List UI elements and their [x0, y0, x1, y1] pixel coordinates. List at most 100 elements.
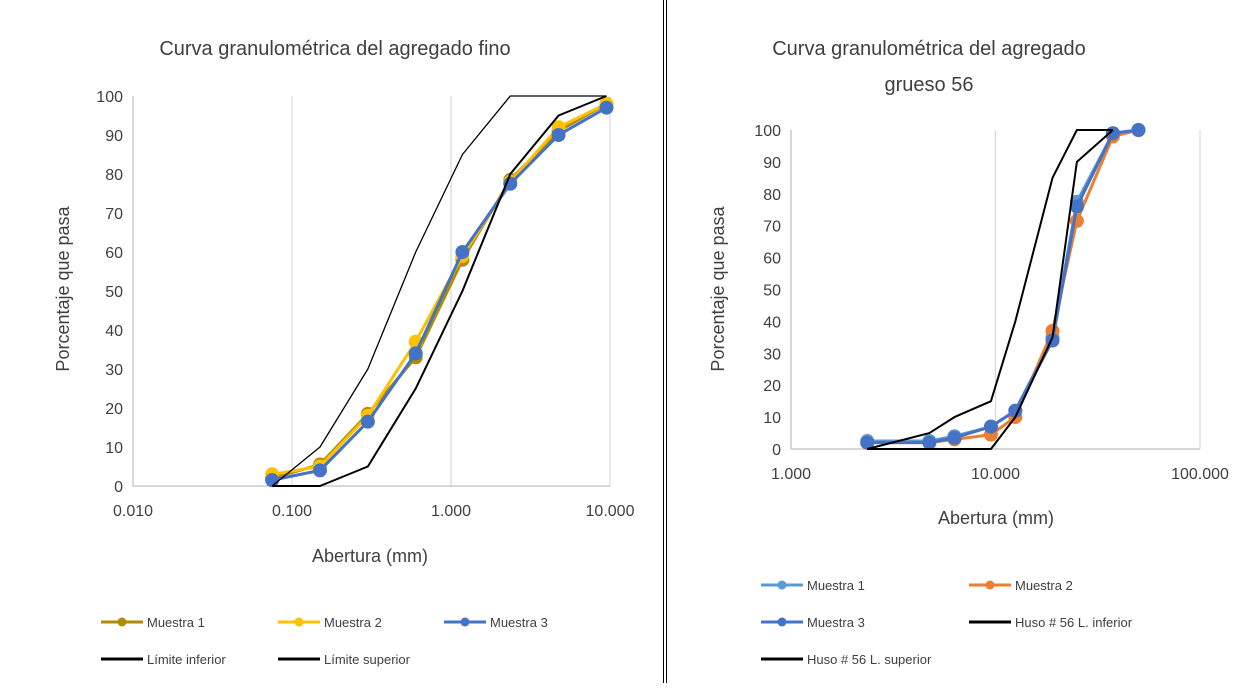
- y-tick-label: 100: [754, 123, 781, 140]
- legend-entry: Muestra 2: [278, 615, 382, 630]
- y-tick-label: 60: [763, 251, 781, 268]
- y-axis-label: Porcentaje que pasa: [53, 205, 73, 371]
- chart-title: Curva granulométrica del agregado fino: [159, 38, 510, 60]
- y-tick-label: 10: [105, 440, 123, 457]
- data-point: [265, 473, 280, 488]
- legend-marker: [777, 617, 787, 627]
- legend-marker: [777, 580, 787, 590]
- legend-marker: [117, 617, 127, 627]
- data-point: [408, 346, 423, 361]
- series-line: [271, 102, 608, 480]
- series-line: [867, 128, 1139, 445]
- x-tick-label: 10.000: [586, 503, 635, 520]
- data-point: [1131, 123, 1146, 137]
- data-point: [312, 463, 327, 478]
- x-tick-label: 100.000: [1171, 466, 1229, 483]
- legend-label: Muestra 1: [147, 615, 205, 630]
- legend-label: Límite inferior: [147, 652, 226, 667]
- series-line: [271, 102, 608, 476]
- series-muestra-1: [860, 123, 1146, 449]
- series-line: [271, 106, 608, 482]
- legend-entry: Huso # 56 L. superior: [761, 652, 932, 667]
- y-tick-label: 40: [105, 323, 123, 340]
- series-limite-inferior: [272, 95, 607, 487]
- legend-entry: Huso # 56 L. inferior: [969, 615, 1133, 630]
- y-tick-label: 80: [763, 187, 781, 204]
- y-tick-label: 100: [96, 89, 123, 106]
- legend-entry: Muestra 2: [969, 578, 1073, 593]
- x-tick-label: 10.000: [971, 466, 1020, 483]
- chart-title-line-1: Curva granulométrica del agregado: [772, 38, 1086, 60]
- y-tick-label: 90: [105, 128, 123, 145]
- x-tick-label: 0.010: [113, 503, 153, 520]
- chart-title-line-2: grueso 56: [885, 74, 974, 96]
- x-tick-label: 0.100: [272, 503, 312, 520]
- series-line: [867, 128, 1139, 443]
- series-muestra-3: [265, 100, 614, 488]
- data-point: [599, 100, 614, 115]
- data-point: [947, 430, 962, 445]
- legend-entry: Límite superior: [278, 652, 411, 667]
- y-tick-label: 20: [105, 401, 123, 418]
- series-line: [272, 95, 607, 487]
- series-muestra-3: [860, 123, 1146, 450]
- legend-entry: Límite inferior: [101, 652, 226, 667]
- y-tick-label: 0: [114, 479, 123, 496]
- left-chart-panel: Curva granulométrica del agregado fino 0…: [53, 38, 635, 667]
- series-limite-superior: [271, 95, 607, 487]
- series-muestra-1: [265, 96, 614, 486]
- y-tick-label: 80: [105, 167, 123, 184]
- right-chart-panel: Curva granulométrica del agregado grueso…: [667, 0, 1249, 683]
- data-point: [983, 419, 998, 434]
- series-muestra-2: [265, 96, 614, 482]
- legend-label: Muestra 2: [324, 615, 382, 630]
- legend-marker: [294, 617, 304, 627]
- y-tick-label: 90: [763, 155, 781, 172]
- legend-label: Muestra 3: [490, 615, 548, 630]
- series-huso-56-l-inferior: [867, 129, 1114, 450]
- series-line: [867, 129, 1114, 450]
- legend-label: Huso # 56 L. inferior: [1015, 615, 1133, 630]
- legend-label: Muestra 2: [1015, 578, 1073, 593]
- x-tick-label: 1.000: [771, 466, 811, 483]
- coarse-aggregate-chart: Curva granulométrica del agregado grueso…: [708, 38, 1229, 667]
- legend-entry: Muestra 3: [761, 615, 865, 630]
- fine-aggregate-chart: Curva granulométrica del agregado fino 0…: [53, 38, 635, 667]
- legend-entry: Muestra 1: [761, 578, 865, 593]
- data-point: [1069, 199, 1084, 214]
- data-point: [551, 128, 566, 142]
- series-line: [867, 129, 1113, 450]
- y-tick-label: 10: [763, 410, 781, 427]
- x-tick-label: 1.000: [431, 503, 471, 520]
- y-tick-label: 50: [763, 283, 781, 300]
- legend-label: Muestra 3: [807, 615, 865, 630]
- legend-marker: [460, 617, 470, 627]
- data-point: [360, 414, 375, 429]
- y-tick-label: 30: [105, 362, 123, 379]
- y-tick-label: 30: [763, 346, 781, 363]
- y-tick-label: 70: [763, 219, 781, 236]
- y-tick-label: 20: [763, 378, 781, 395]
- legend-entry: Muestra 3: [444, 615, 548, 630]
- x-axis-label: Abertura (mm): [938, 508, 1054, 528]
- panel-border: [663, 0, 664, 683]
- y-tick-label: 50: [105, 284, 123, 301]
- panel-border: [666, 0, 667, 683]
- y-tick-label: 0: [772, 442, 781, 459]
- series-muestra-2: [860, 123, 1146, 450]
- series-line: [867, 128, 1139, 445]
- data-point: [455, 245, 470, 259]
- legend-label: Huso # 56 L. superior: [807, 652, 932, 667]
- y-tick-label: 70: [105, 206, 123, 223]
- y-tick-label: 40: [763, 314, 781, 331]
- series-huso-56-l-superior: [867, 129, 1113, 450]
- y-axis-label: Porcentaje que pasa: [708, 205, 728, 371]
- y-tick-label: 60: [105, 245, 123, 262]
- series-line: [271, 95, 607, 487]
- x-axis-label: Abertura (mm): [312, 546, 428, 566]
- legend-label: Límite superior: [324, 652, 411, 667]
- data-point: [922, 435, 937, 450]
- legend-marker: [985, 580, 995, 590]
- legend-label: Muestra 1: [807, 578, 865, 593]
- legend-entry: Muestra 1: [101, 615, 205, 630]
